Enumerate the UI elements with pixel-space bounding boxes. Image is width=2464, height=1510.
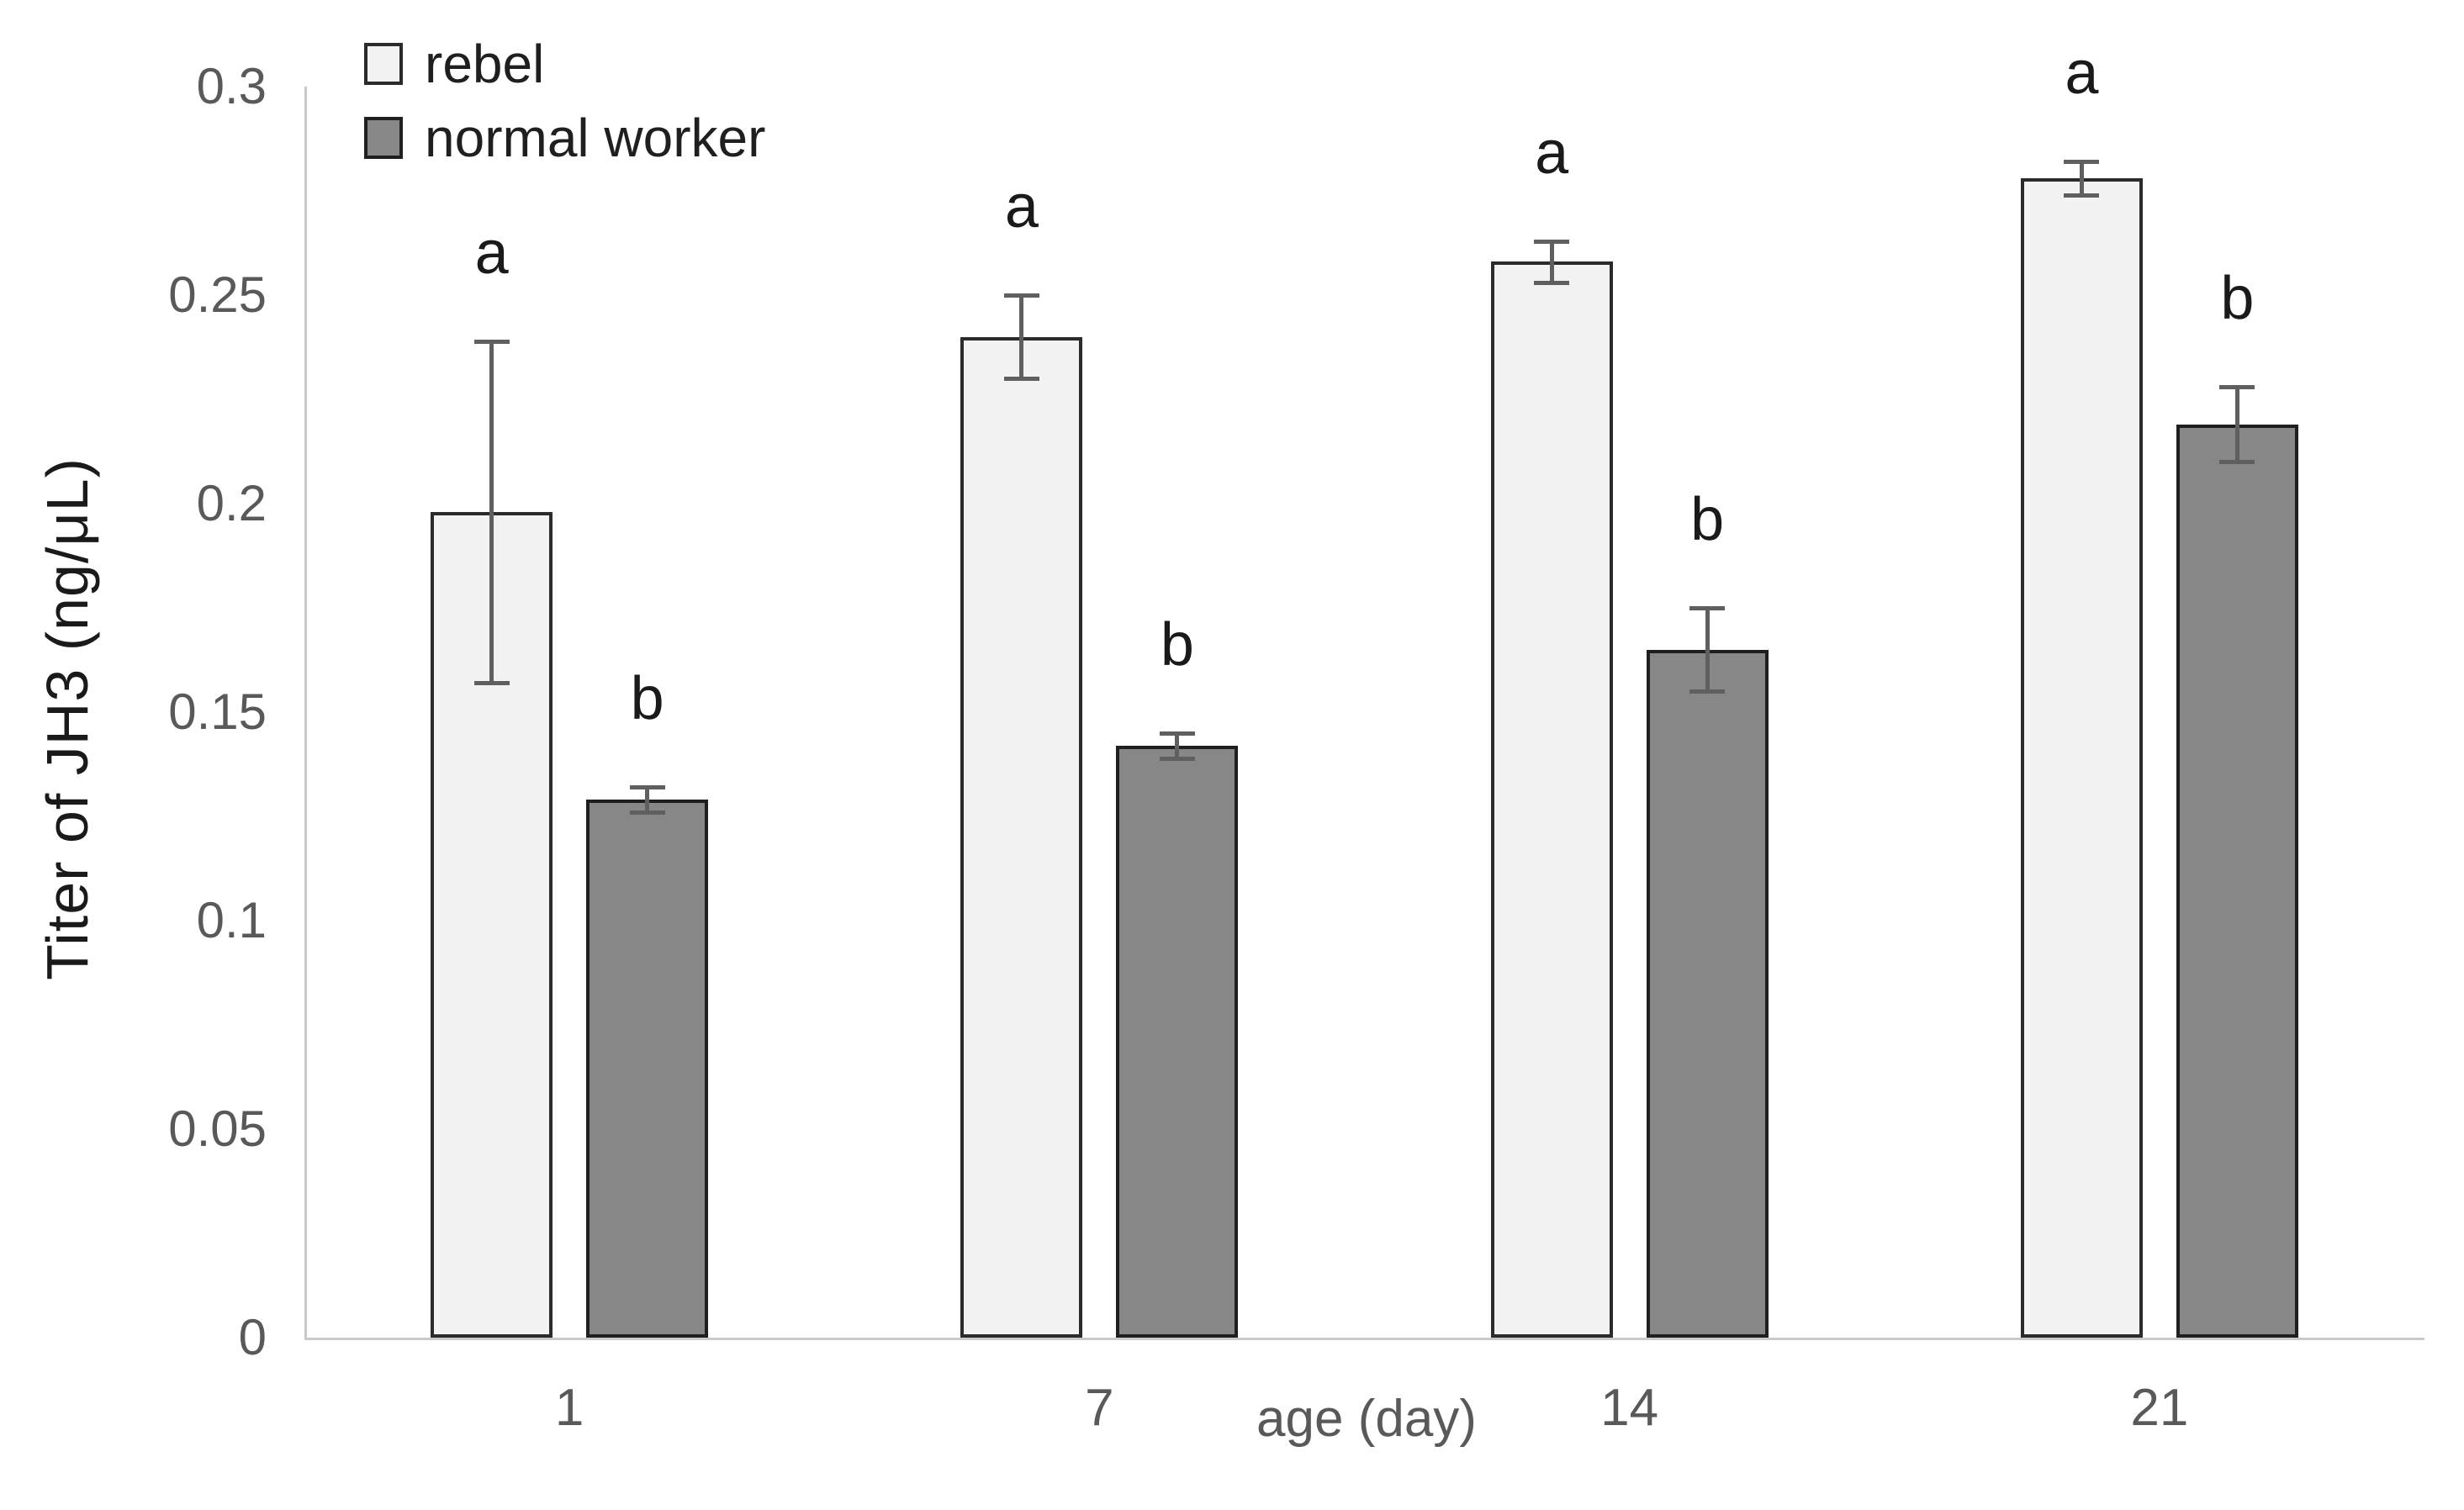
y-axis-title: Titer of JH3 (ng/μL) <box>34 457 100 980</box>
x-axis-title: age (day) <box>1256 1390 1477 1448</box>
error-bar-cap-bottom <box>1689 689 1726 694</box>
error-bar-cap-bottom <box>473 681 510 686</box>
error-bar-cap-top <box>1689 606 1726 610</box>
error-bar-cap-top <box>2064 160 2100 165</box>
error-bar-cap-bottom <box>1534 281 1570 286</box>
x-tick-label: 21 <box>2130 1379 2189 1437</box>
error-bar-cap-bottom <box>2219 460 2255 465</box>
y-tick-label: 0.2 <box>196 475 267 531</box>
error-bar-day-21 <box>2079 161 2084 195</box>
error-bar-day-7 <box>1175 732 1180 758</box>
x-tick-label: 1 <box>554 1379 584 1437</box>
y-tick-label: 0.25 <box>168 267 267 323</box>
error-bar-cap-top <box>1534 239 1570 244</box>
legend-label-rebel: rebel <box>425 34 545 94</box>
bar-normal-worker-day-14 <box>1646 649 1769 1338</box>
bar-rebel-day-21 <box>2020 178 2143 1338</box>
sig-letter-day-14-normal-worker: b <box>1690 486 1725 553</box>
legend-label-normal-worker: normal worker <box>425 108 766 168</box>
bar-normal-worker-day-1 <box>586 800 709 1338</box>
error-bar-day-14 <box>1705 608 1710 692</box>
y-tick-label: 0.3 <box>196 58 267 114</box>
legend-item-rebel: rebel <box>364 34 765 94</box>
sig-letter-day-21-rebel: a <box>2065 40 2099 108</box>
y-axis-line <box>304 87 307 1340</box>
error-bar-day-1 <box>645 787 650 813</box>
error-bar-cap-bottom <box>2064 193 2100 198</box>
y-tick-label: 0.15 <box>168 684 267 740</box>
error-bar-day-1 <box>489 341 494 684</box>
legend: rebel normal worker <box>364 34 766 190</box>
x-tick-label: 7 <box>1085 1379 1114 1437</box>
error-bar-day-14 <box>1549 240 1554 283</box>
sig-letter-day-1-rebel: a <box>474 219 509 287</box>
error-bar-day-21 <box>2234 387 2239 462</box>
x-axis-line <box>304 1338 2424 1340</box>
error-bar-day-7 <box>1019 295 1024 379</box>
sig-letter-day-1-normal-worker: b <box>630 665 664 733</box>
error-bar-cap-bottom <box>1159 756 1195 761</box>
sig-letter-day-7-rebel: a <box>1004 173 1039 240</box>
sig-letter-day-14-rebel: a <box>1535 119 1569 187</box>
bar-rebel-day-7 <box>960 336 1083 1338</box>
sig-letter-day-7-normal-worker: b <box>1160 610 1194 678</box>
error-bar-cap-bottom <box>629 810 665 816</box>
error-bar-cap-top <box>2219 385 2255 390</box>
bar-normal-worker-day-7 <box>1116 745 1239 1338</box>
error-bar-cap-top <box>1003 293 1039 298</box>
legend-swatch-rebel <box>364 43 403 85</box>
sig-letter-day-21-normal-worker: b <box>2220 265 2255 333</box>
y-tick-label: 0 <box>238 1309 267 1365</box>
bar-rebel-day-14 <box>1490 261 1613 1338</box>
error-bar-cap-top <box>1159 731 1195 736</box>
error-bar-cap-top <box>473 339 510 344</box>
error-bar-cap-bottom <box>1003 377 1039 382</box>
legend-item-normal-worker: normal worker <box>364 108 766 168</box>
y-tick-label: 0.1 <box>196 892 267 948</box>
y-tick-label: 0.05 <box>168 1101 267 1157</box>
x-tick-label: 14 <box>1600 1379 1659 1437</box>
bar-normal-worker-day-21 <box>2176 424 2298 1338</box>
error-bar-cap-top <box>629 785 665 790</box>
legend-swatch-normal-worker <box>364 117 403 159</box>
